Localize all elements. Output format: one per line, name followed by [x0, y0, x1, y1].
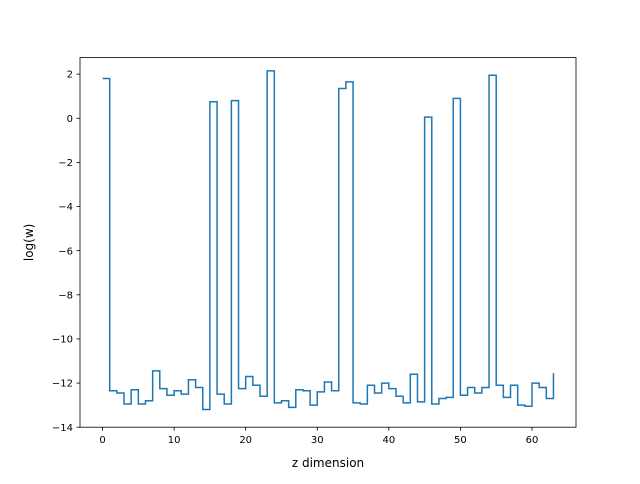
series-layer: [102, 70, 555, 411]
x-tick-label: 10: [168, 435, 181, 446]
x-tick-label: 0: [99, 435, 105, 446]
x-axis-ticks: 0 10 20 30 40 50 60: [99, 427, 538, 446]
y-tick-label: −8: [58, 290, 73, 301]
x-tick-label: 60: [526, 435, 539, 446]
plot-frame: [79, 57, 577, 428]
y-tick-label: −4: [58, 202, 73, 213]
y-tick-label: −10: [52, 335, 73, 346]
x-tick-label: 50: [454, 435, 467, 446]
series-line-0: [102, 70, 555, 411]
y-axis-ticks: 2 0 −2 −4 −6 −8 −10 −12 −14: [52, 70, 80, 434]
y-tick-label: −2: [58, 158, 73, 169]
x-tick-label: 30: [311, 435, 324, 446]
x-tick-label: 20: [239, 435, 252, 446]
y-tick-label: −12: [52, 379, 73, 390]
y-tick-label: −14: [52, 423, 73, 434]
x-axis-label: z dimension: [292, 456, 364, 470]
y-axis-label: log(w): [22, 224, 36, 261]
y-tick-label: 2: [67, 70, 73, 81]
y-tick-label: 0: [67, 114, 73, 125]
y-tick-label: −6: [58, 246, 73, 257]
x-tick-label: 40: [382, 435, 395, 446]
